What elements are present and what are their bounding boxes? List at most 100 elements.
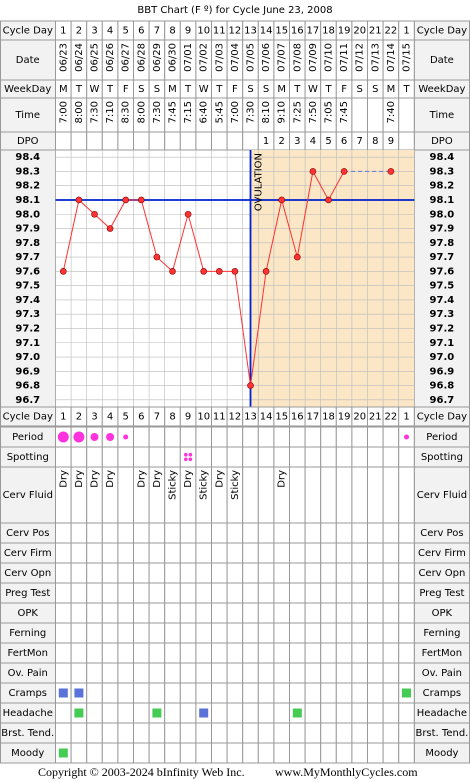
period-dot [57,431,69,443]
cell [70,522,88,544]
row-label: Moody [11,748,44,759]
cell [101,722,119,744]
cell [367,682,384,704]
cell [367,722,384,744]
spotting-dot [184,457,188,462]
cell [133,682,150,704]
cell [351,562,368,584]
cell [179,642,197,664]
cell [257,466,275,524]
cell [320,682,337,704]
cell [382,466,400,524]
cell [242,622,259,644]
cell-text: 14 [260,412,273,423]
cell [117,131,135,151]
cell [273,722,290,744]
cell-text: T [324,84,332,95]
cell [70,662,88,684]
cell [304,682,322,704]
cell [398,406,415,427]
cell-text: 07/12 [355,43,366,72]
cell-text: 7 [154,412,160,423]
cell [273,542,290,564]
cell-text: 2 [76,26,82,37]
cell [351,722,368,744]
spotting-dot [184,452,188,457]
cell [148,742,166,764]
row-label: Ov. Pain [8,668,48,679]
row-label: Brst. Tend. [1,728,54,739]
cell [148,622,166,644]
cell [226,682,244,704]
row-label: Cerv Fluid [417,490,467,501]
cell-text: 7:00 [58,101,69,123]
cell-text: 18 [322,26,335,37]
cell-text: 11 [213,26,226,37]
cell [195,582,212,604]
cell [70,642,88,664]
symptom-mark [152,708,162,718]
cell [86,562,103,584]
y-tick-label: 97.8 [430,238,455,249]
cell [148,722,166,744]
cell [289,522,306,544]
cell [55,622,72,644]
cell [211,602,228,624]
cell-text: 7:00 [230,101,241,123]
cell-text: 9 [185,412,191,423]
cell [242,642,259,664]
cell [320,722,337,744]
y-tick-label: 97.9 [15,224,40,235]
cell-text: 06/23 [58,43,69,72]
cell [117,742,135,764]
temperature-point [75,196,83,204]
y-tick-label: 96.8 [15,381,40,392]
cell [289,562,306,584]
cell [367,742,384,764]
cell [133,562,150,584]
cell [304,742,322,764]
cell-text: 16 [291,26,304,37]
cell [195,131,212,151]
cell [351,602,368,624]
cell-text: 2 [76,412,82,423]
cell [164,542,181,564]
cell-text: W [90,84,100,95]
cell [335,662,353,684]
cell [304,426,322,448]
cell-text: 14 [260,26,273,37]
cell [304,466,322,524]
cell [351,466,368,524]
cell-text: 07/15 [402,43,413,72]
cell [148,562,166,584]
cell [273,622,290,644]
cell-text: 8 [169,26,175,37]
cell [351,542,368,564]
cell [304,662,322,684]
cell [211,426,228,448]
cell [133,582,150,604]
cell [179,662,197,684]
cell [179,131,197,151]
cell-text: 12 [229,412,242,423]
cell [117,662,135,684]
cell [179,742,197,764]
cell [304,722,322,744]
cell-text: F [123,84,129,95]
cell [382,702,400,724]
cell-text: F [341,84,347,95]
y-tick-label: 97.4 [430,295,455,306]
row-label: Headache [417,708,467,719]
cell-text: 20 [353,26,366,37]
cell [335,562,353,584]
cell [367,466,384,524]
cell-text: Dry [105,470,116,488]
cell-text: 3 [91,412,97,423]
cell [55,702,72,724]
cell-text: 11 [213,412,226,423]
cell [86,662,103,684]
cell-text: 06/25 [90,43,101,72]
cell [211,642,228,664]
row-label: Ov. Pain [422,668,462,679]
cell [382,642,400,664]
